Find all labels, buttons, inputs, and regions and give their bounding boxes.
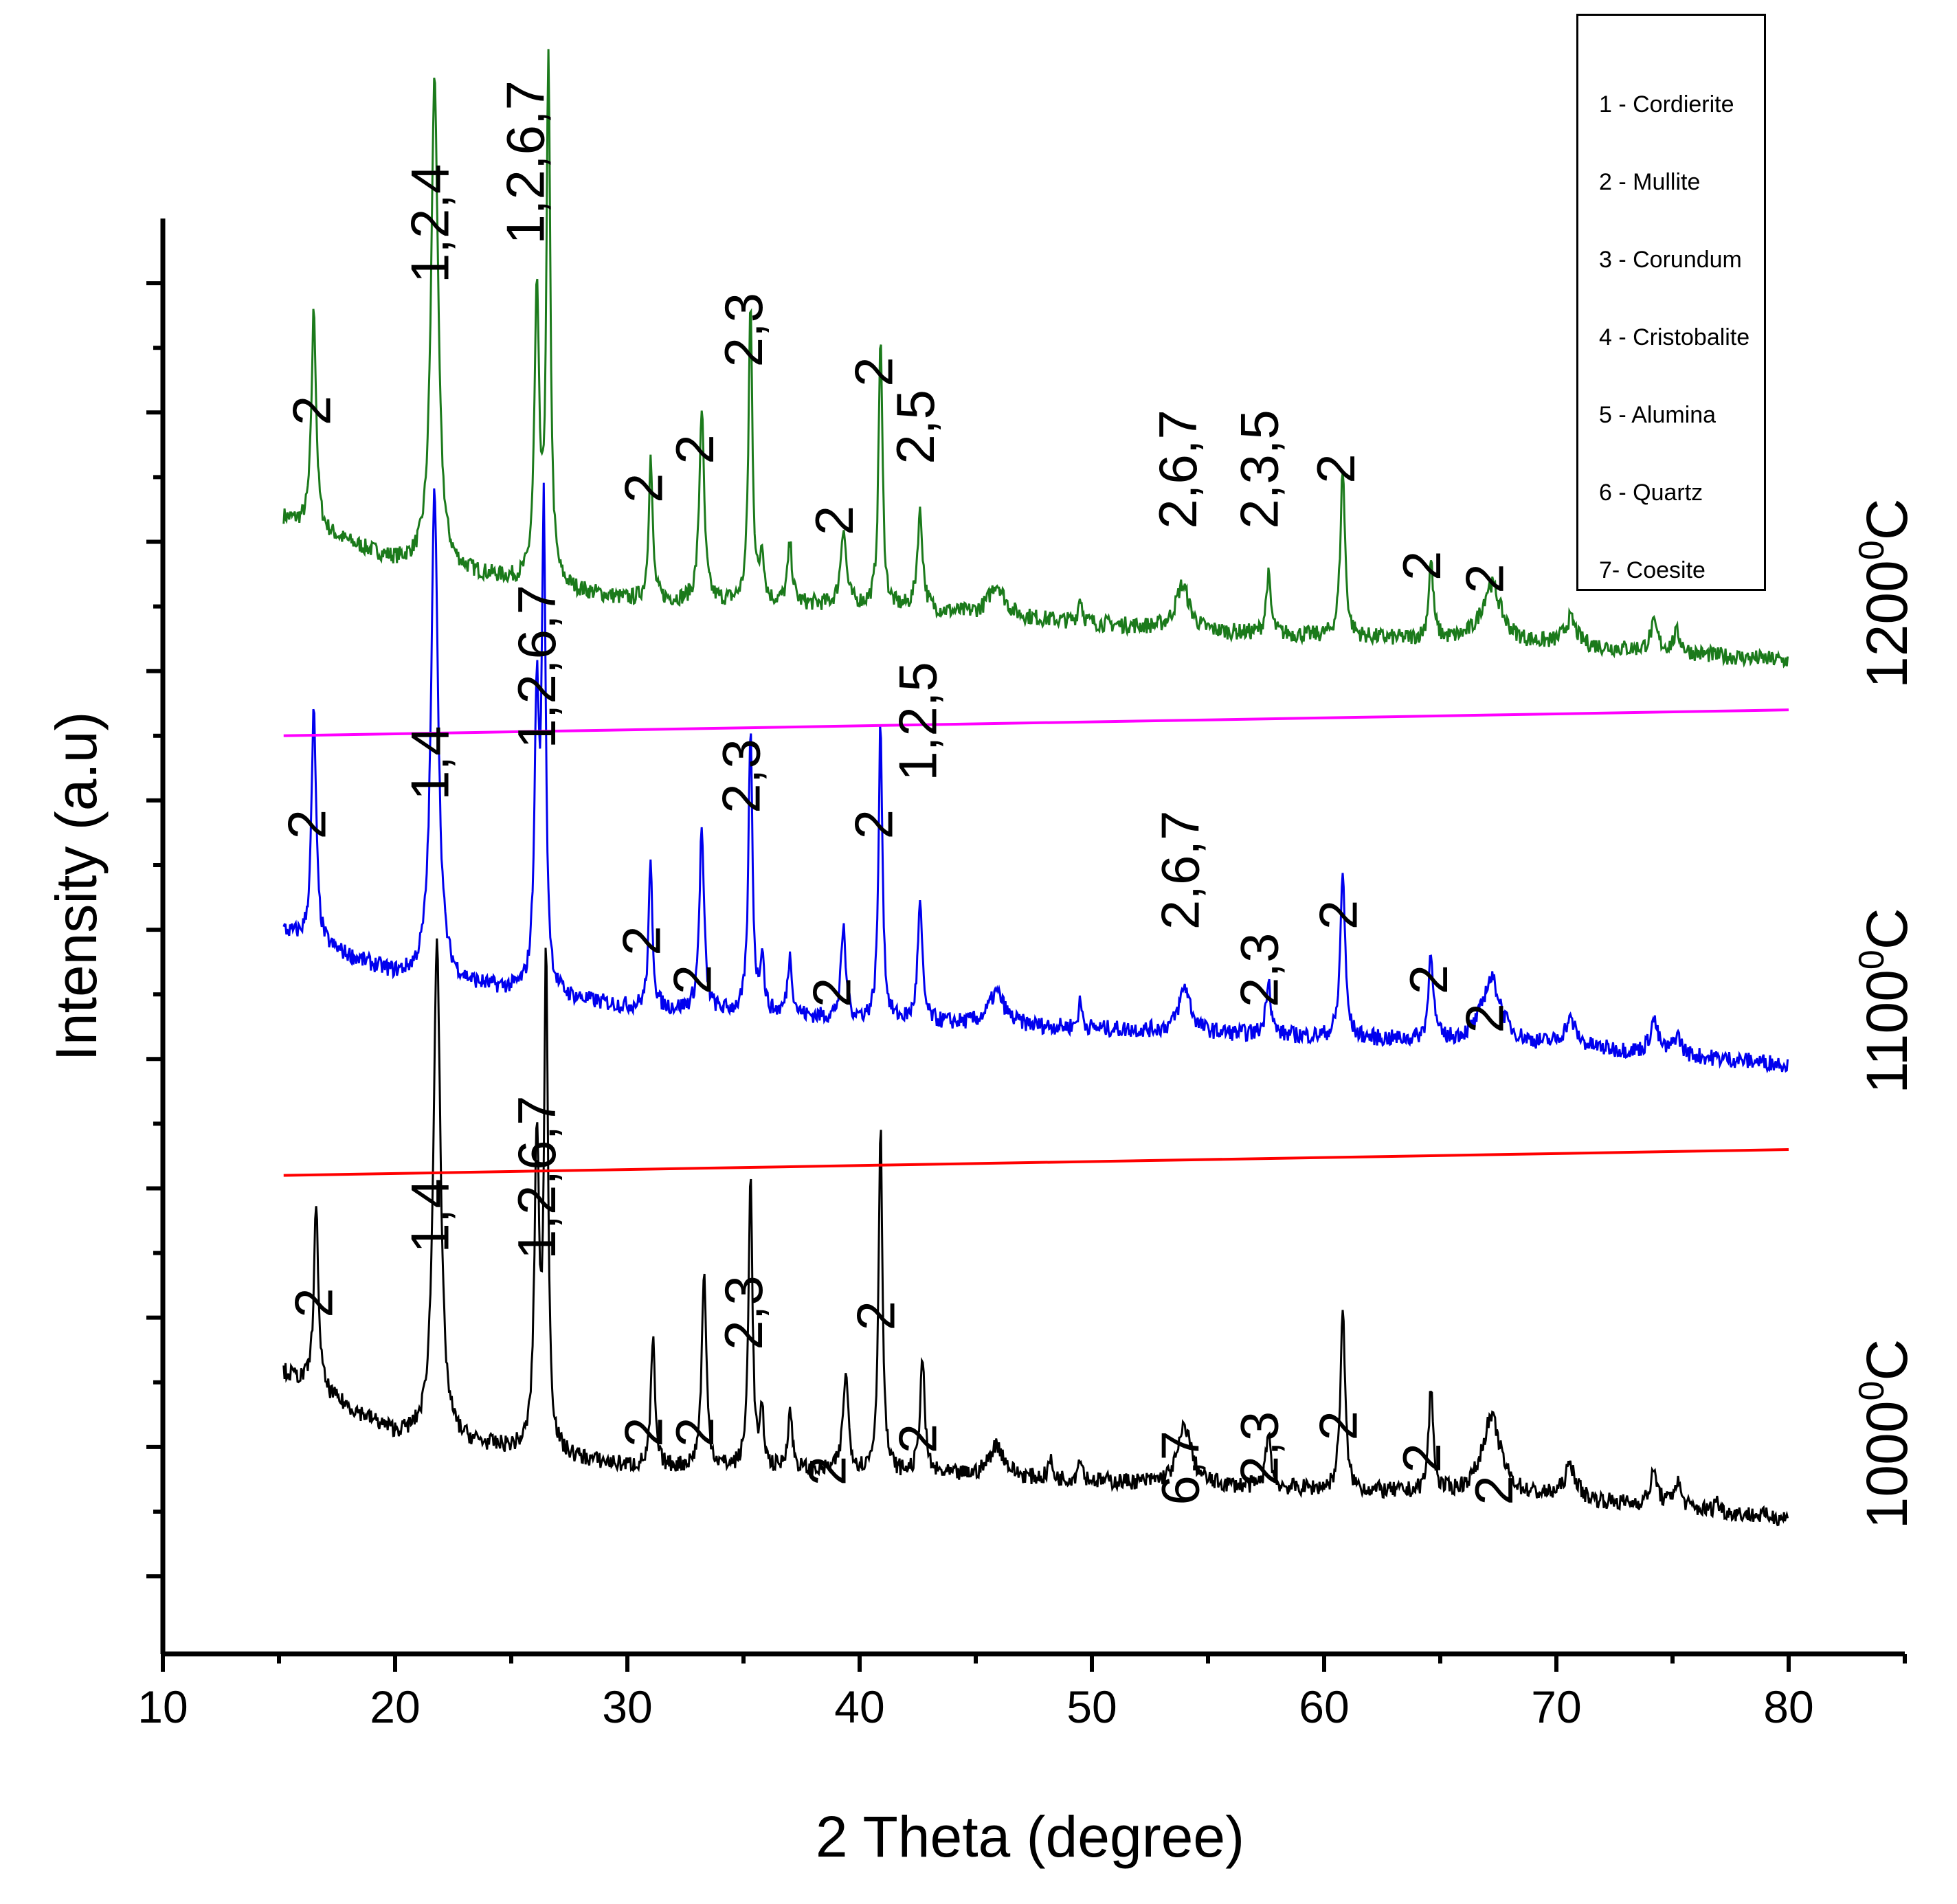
xrd-pattern-line — [282, 49, 1789, 669]
temperature-label: 11000C — [1852, 908, 1919, 1093]
x-tick-label: 30 — [602, 1681, 652, 1732]
peak-label: 2 — [1454, 563, 1514, 593]
peak-label: 2,3 — [1229, 933, 1289, 1007]
peak-label: 6,7 — [1150, 1431, 1211, 1505]
x-tick-label: 50 — [1066, 1681, 1117, 1732]
peak-label: 1,2,5 — [888, 662, 948, 781]
peak-label: 1,2,4 — [400, 164, 460, 283]
peak-label: 2 — [1454, 1003, 1514, 1033]
tick-marks: 10 20 30 40 50 60 70 80 — [137, 281, 1907, 1732]
peak-label: 2 — [804, 506, 864, 535]
peak-label: 2 — [614, 1418, 674, 1447]
peak-label: 2 — [1308, 1411, 1368, 1440]
peak-label: 2 — [664, 1418, 725, 1447]
peak-label: 1,4 — [400, 1178, 460, 1253]
separator-line — [283, 708, 1789, 737]
xrd-pattern-line — [282, 938, 1789, 1527]
peak-label: 2 — [611, 926, 671, 955]
peak-label: 2 — [1464, 1475, 1524, 1505]
peak-label: 2 — [1308, 900, 1368, 930]
peak-label: 2 — [888, 1424, 948, 1453]
peak-label: 1,2,6,7 — [506, 1095, 567, 1259]
peak-label: 2 — [1306, 453, 1366, 483]
peak-label: 2 — [846, 1301, 906, 1330]
peak-label: 2 — [1398, 965, 1459, 994]
peak-label: 2 — [1391, 1443, 1452, 1472]
series-layer — [282, 49, 1789, 1527]
legend-item: 3 - Corundum — [1599, 247, 1742, 273]
separator-line — [283, 1148, 1789, 1177]
peak-label: 2 — [1391, 551, 1452, 581]
y-axis-title: Intensity (a.u) — [44, 712, 109, 1062]
legend-item: 7- Coesite — [1599, 557, 1706, 583]
legend-item: 5 - Alumina — [1599, 402, 1716, 428]
legend-item: 4 - Cristobalite — [1599, 324, 1750, 350]
legend: 1 - Cordierite 2 - Mullite 3 - Corundum … — [1576, 14, 1766, 591]
peak-label: 2 — [664, 434, 725, 464]
legend-item: 6 - Quartz — [1599, 480, 1703, 506]
peak-label: 2 — [281, 396, 342, 425]
xrd-pattern-line — [282, 482, 1789, 1074]
x-tick-label: 70 — [1531, 1681, 1581, 1732]
peak-label: 2,3 — [1229, 1411, 1289, 1486]
peak-label: 2,3 — [713, 293, 774, 367]
x-tick-label: 80 — [1763, 1681, 1813, 1732]
peak-label: 2 — [277, 809, 337, 839]
legend-item: 1 - Cordierite — [1599, 91, 1734, 117]
peak-label: 1,4 — [400, 726, 460, 800]
x-tick-label: 10 — [137, 1681, 188, 1732]
peak-label: 2,3 — [711, 739, 772, 813]
legend-item: 2 - Mullite — [1599, 169, 1701, 195]
axes — [160, 219, 1905, 1657]
temperature-label: 10000C — [1852, 1339, 1919, 1529]
peak-label: 2,6,7 — [1148, 410, 1208, 528]
peak-label: 2 — [802, 978, 862, 1007]
peak-label: 2,3,5 — [1229, 410, 1289, 528]
peak-label: 2 — [843, 809, 904, 839]
peak-label: 1,2,6,7 — [506, 585, 567, 749]
peak-label: 2 — [614, 473, 674, 503]
peak-label: 2 — [662, 965, 723, 994]
peak-label: 2,5 — [885, 390, 946, 464]
peak-label: 2 — [797, 1456, 858, 1486]
peak-label: 2 — [843, 357, 904, 386]
temperature-label: 12000C — [1852, 499, 1919, 688]
x-axis-title: 2 Theta (degree) — [816, 1804, 1244, 1869]
peak-label: 1,2,6,7 — [495, 80, 555, 245]
peak-label: 2,3 — [713, 1275, 774, 1349]
peak-label: 2 — [284, 1288, 344, 1317]
x-tick-label: 60 — [1299, 1681, 1349, 1732]
peak-label: 2,6,7 — [1150, 811, 1211, 930]
series-labels: 12000C 11000C 10000C — [1852, 499, 1919, 1530]
x-tick-label: 20 — [370, 1681, 420, 1732]
x-tick-label: 40 — [834, 1681, 884, 1732]
